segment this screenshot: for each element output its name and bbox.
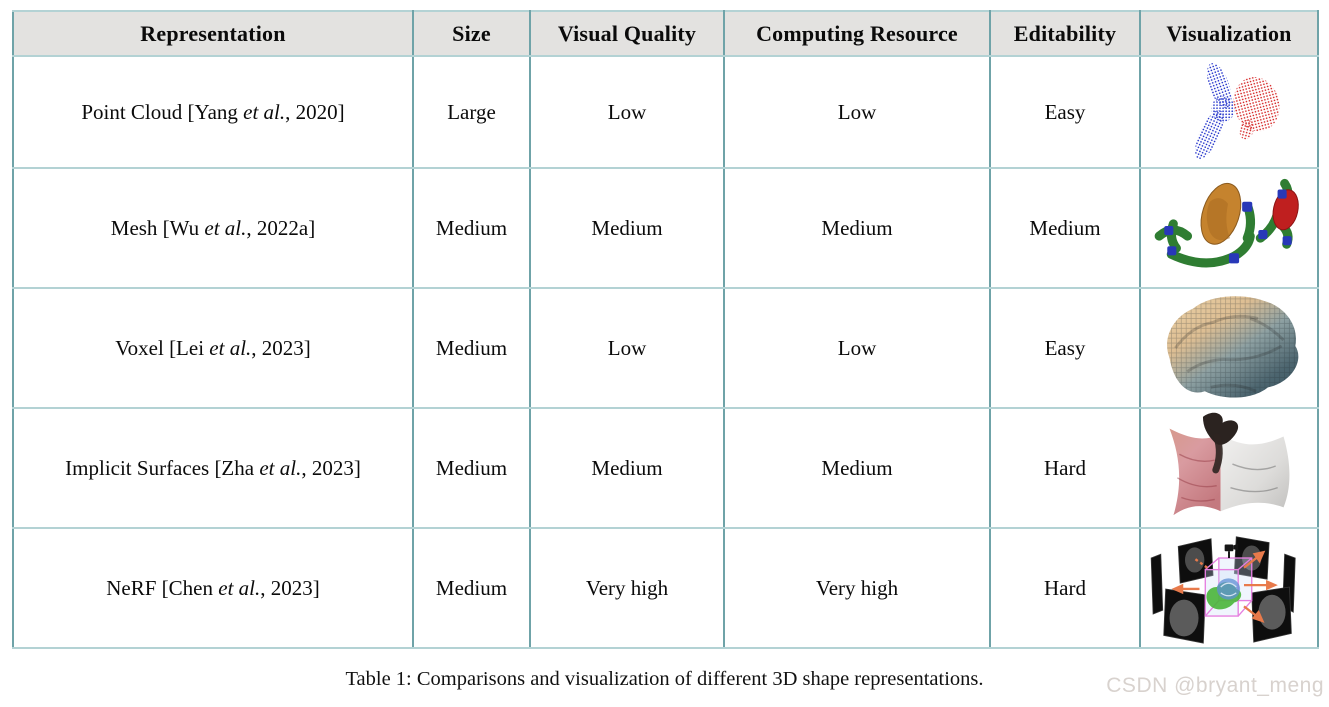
cell-visualization [1139,55,1319,169]
table-row: Mesh [Wu et al., 2022a] Medium Medium Me… [12,167,1319,289]
representation-text: Mesh [Wu [110,215,205,240]
etal-text: et al. [209,335,252,360]
cell-size: Medium [412,287,531,409]
cell-representation: Point Cloud [Yang et al., 2020] [12,55,414,169]
cell-visualization [1139,167,1319,289]
representation-text: Voxel [Lei [115,335,210,360]
cell-size: Medium [412,407,531,529]
cell-editability: Easy [989,55,1141,169]
csdn-watermark: CSDN @bryant_meng [1106,674,1324,697]
cell-visual-quality: Low [529,287,725,409]
cell-representation: Implicit Surfaces [Zha et al., 2023] [12,407,414,529]
voxel-brain-figure [1141,289,1317,407]
cell-representation: Mesh [Wu et al., 2022a] [12,167,414,289]
nerf-figure [1141,529,1317,647]
cell-visual-quality: Medium [529,407,725,529]
point-cloud-figure [1141,58,1317,166]
mesh-figure [1141,171,1317,285]
cell-representation: NeRF [Chen et al., 2023] [12,527,414,649]
table-row: Point Cloud [Yang et al., 2020] Large Lo… [12,55,1319,169]
header-row: Representation Size Visual Quality Compu… [12,10,1319,57]
etal-text: et al. [218,575,261,600]
comparison-table: Representation Size Visual Quality Compu… [12,10,1319,649]
cell-computing-resource: Medium [723,167,991,289]
cell-representation: Voxel [Lei et al., 2023] [12,287,414,409]
implicit-surface-image [1169,412,1290,516]
implicit-surface-figure [1141,409,1317,527]
etal-text: et al. [243,99,286,124]
header-visual-quality: Visual Quality [529,10,725,57]
cell-editability: Hard [989,407,1141,529]
representation-year: , 2023] [301,455,361,480]
cell-size: Large [412,55,531,169]
representation-year: , 2023] [251,335,311,360]
cell-editability: Medium [989,167,1141,289]
voxel-brain-image [1167,296,1299,398]
etal-text: et al. [259,455,302,480]
cell-computing-resource: Medium [723,407,991,529]
header-size: Size [412,10,531,57]
etal-text: et al. [204,215,247,240]
cell-editability: Easy [989,287,1141,409]
header-computing-resource: Computing Resource [723,10,991,57]
cell-visualization [1139,407,1319,529]
header-representation: Representation [12,10,414,57]
representation-year: , 2022a] [246,215,316,240]
representation-year: , 2023] [260,575,320,600]
representation-text: Implicit Surfaces [Zha [65,455,260,480]
representation-year: , 2020] [285,99,345,124]
cell-editability: Hard [989,527,1141,649]
cell-size: Medium [412,527,531,649]
point-cloud-image [1195,63,1280,159]
table-caption: Table 1: Comparisons and visualization o… [345,668,984,690]
table-row: Voxel [Lei et al., 2023] Medium Low Low … [12,287,1319,409]
cell-visual-quality: Very high [529,527,725,649]
cell-size: Medium [412,167,531,289]
cell-visualization [1139,527,1319,649]
cell-visualization [1139,287,1319,409]
mesh-image [1154,178,1299,268]
representation-text: Point Cloud [Yang [81,99,244,124]
header-editability: Editability [989,10,1141,57]
representation-text: NeRF [Chen [106,575,219,600]
cell-computing-resource: Low [723,55,991,169]
nerf-image [1150,536,1296,644]
cell-visual-quality: Medium [529,167,725,289]
table-row: NeRF [Chen et al., 2023] Medium Very hig… [12,527,1319,649]
cell-visual-quality: Low [529,55,725,169]
cell-computing-resource: Very high [723,527,991,649]
table-row: Implicit Surfaces [Zha et al., 2023] Med… [12,407,1319,529]
header-visualization: Visualization [1139,10,1319,57]
cell-computing-resource: Low [723,287,991,409]
